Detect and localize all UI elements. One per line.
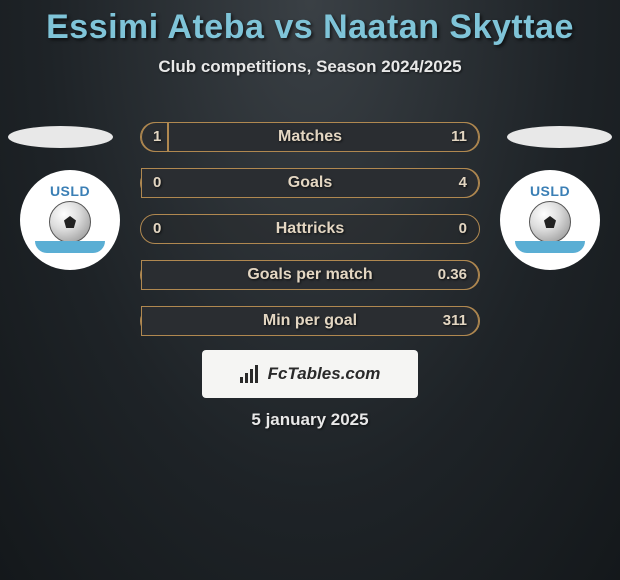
- stat-label: Min per goal: [141, 312, 479, 330]
- stat-value-right: 0.36: [438, 266, 467, 283]
- watermark-badge: FcTables.com: [202, 350, 418, 398]
- stat-label: Goals: [141, 174, 479, 192]
- soccer-ball-icon: [49, 201, 91, 243]
- stats-container: 1Matches110Goals40Hattricks0Goals per ma…: [140, 122, 480, 352]
- stat-value-right: 0: [459, 220, 467, 237]
- stat-value-right: 311: [443, 312, 467, 329]
- club-logo-right: USLD: [500, 170, 600, 270]
- club-logo-right-inner: USLD: [511, 181, 589, 259]
- club-wave-icon: [35, 241, 105, 253]
- stat-label: Goals per match: [141, 266, 479, 284]
- stat-row: 1Matches11: [140, 122, 480, 152]
- soccer-ball-icon: [529, 201, 571, 243]
- date-text: 5 january 2025: [0, 410, 620, 430]
- club-label-left: USLD: [50, 183, 90, 199]
- comparison-title: Essimi Ateba vs Naatan Skyttae: [0, 0, 620, 47]
- stat-row: Goals per match0.36: [140, 260, 480, 290]
- bar-chart-icon: [240, 365, 262, 383]
- stat-label: Hattricks: [141, 220, 479, 238]
- stat-value-right: 4: [459, 174, 467, 191]
- stat-label: Matches: [141, 128, 479, 146]
- club-wave-icon: [515, 241, 585, 253]
- club-logo-left-inner: USLD: [31, 181, 109, 259]
- player-right-oval: [507, 126, 612, 148]
- player-left-oval: [8, 126, 113, 148]
- stat-row: Min per goal311: [140, 306, 480, 336]
- stat-value-right: 11: [451, 128, 467, 145]
- watermark-text: FcTables.com: [268, 364, 381, 384]
- stat-row: 0Goals4: [140, 168, 480, 198]
- stat-row: 0Hattricks0: [140, 214, 480, 244]
- comparison-subtitle: Club competitions, Season 2024/2025: [0, 57, 620, 77]
- club-logo-left: USLD: [20, 170, 120, 270]
- club-label-right: USLD: [530, 183, 570, 199]
